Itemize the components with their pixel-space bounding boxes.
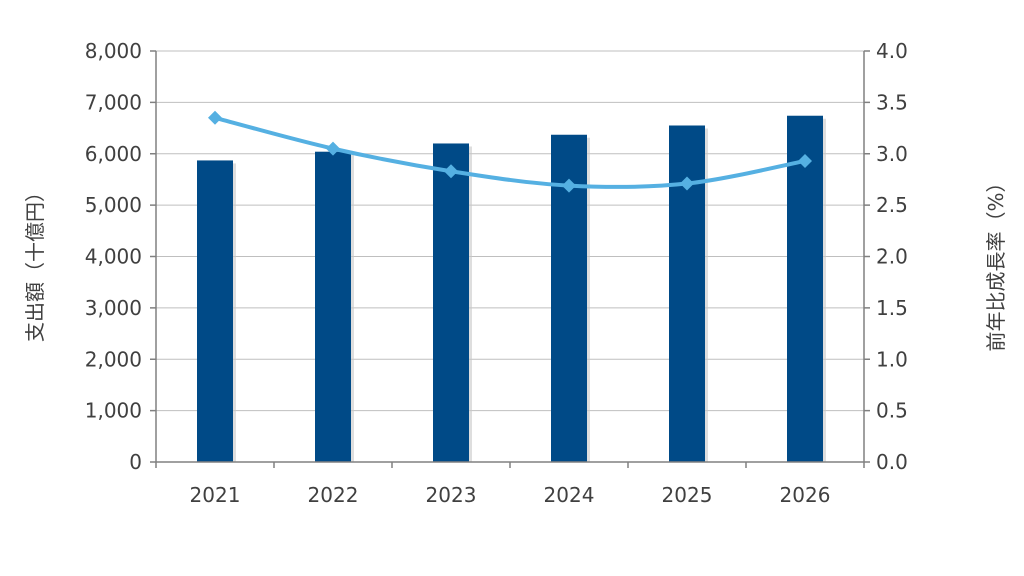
left-tick-label: 7,000 [85,90,142,114]
category-label: 2022 [308,483,359,507]
bar [787,115,823,463]
left-tick-label: 3,000 [85,296,142,320]
left-axis-title: 支出額（十億円） [23,182,47,342]
line-marker [680,176,694,191]
category-labels: 2021 2022 2023 2024 2025 2026 [190,483,831,507]
grid-lines [156,50,864,462]
line-marker [208,110,222,125]
left-tick-label: 1,000 [85,399,142,423]
left-tick-label: 6,000 [85,142,142,166]
right-tick-label: 2.0 [876,245,908,269]
bar [315,151,351,462]
category-label: 2024 [544,483,595,507]
bar [197,160,233,462]
axes [150,50,870,468]
left-tick-label: 4,000 [85,245,142,269]
right-tick-label: 0.0 [876,450,908,474]
right-tick-label: 3.0 [876,142,908,166]
right-tick-label: 0.5 [876,399,908,423]
bar-series [197,115,826,463]
category-label: 2023 [426,483,477,507]
line-marker [326,141,340,156]
left-tick-label: 0 [129,450,142,474]
right-tick-label: 3.5 [876,90,908,114]
right-tick-label: 1.5 [876,296,908,320]
bar [433,143,469,462]
left-tick-label: 8,000 [85,39,142,63]
line-marker [444,164,458,179]
category-label: 2026 [780,483,831,507]
right-axis-title: 前年比成長率（%） [984,172,1008,351]
right-tick-label: 1.0 [876,347,908,371]
left-tick-label: 5,000 [85,193,142,217]
category-label: 2025 [662,483,713,507]
growth-line [214,115,806,189]
category-label: 2021 [190,483,241,507]
growth-line-series [208,110,812,193]
right-tick-labels: 0.0 0.5 1.0 1.5 2.0 2.5 3.0 3.5 4.0 [876,39,908,474]
line-marker [798,153,812,168]
line-marker [562,178,576,193]
left-tick-labels: 0 1,000 2,000 3,000 4,000 5,000 6,000 7,000 8,00… [85,39,142,474]
bar [669,125,705,463]
left-tick-label: 2,000 [85,347,142,371]
right-tick-label: 2.5 [876,193,908,217]
right-tick-label: 4.0 [876,39,908,63]
